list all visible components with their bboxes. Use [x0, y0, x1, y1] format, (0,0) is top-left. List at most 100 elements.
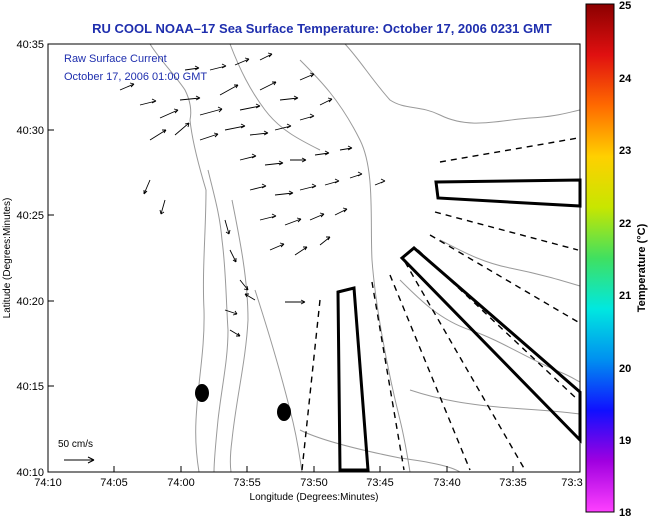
colorbar-tick: 23	[619, 145, 631, 157]
dashed-line	[439, 137, 579, 163]
vector-arrow	[224, 309, 238, 316]
x-tick-label: 73:3	[561, 477, 582, 489]
vector-arrow	[319, 97, 333, 106]
colorbar-tick: 22	[619, 218, 631, 230]
vector-arrow	[219, 84, 239, 96]
colorbar-tick: 19	[619, 435, 631, 447]
x-tick-label: 73:45	[366, 477, 394, 489]
figure-title: RU COOL NOAA–17 Sea Surface Temperature:…	[92, 21, 552, 36]
dashed-line	[389, 274, 471, 471]
bathymetry-contours	[149, 43, 581, 473]
station-marker-1	[195, 384, 209, 402]
vector-arrow	[299, 113, 315, 121]
dashed-line	[371, 281, 405, 471]
coastline-contour-12	[439, 239, 581, 287]
vector-arrow	[174, 122, 190, 136]
vector-arrow	[224, 219, 231, 235]
vector-arrow	[244, 293, 256, 301]
x-tick-label: 73:50	[300, 477, 328, 489]
colorbar-tick-labels: 25 24 23 22 21 20 19 18	[619, 0, 632, 518]
vector-arrow	[339, 145, 353, 151]
dashed-line	[404, 261, 526, 471]
vector-arrow	[284, 217, 302, 226]
vector-arrow	[259, 52, 273, 61]
x-tick-label: 74:00	[167, 477, 195, 489]
x-axis-title: Longitude (Degrees:Minutes)	[250, 492, 379, 503]
coastline-contour-2	[207, 169, 229, 473]
y-tick-label: 40:30	[16, 125, 44, 137]
coastline-contour-8	[409, 389, 581, 415]
coastline-contour-6	[344, 43, 581, 124]
vector-arrow	[234, 57, 250, 66]
vector-arrow	[349, 171, 363, 179]
vector-arrow	[209, 63, 227, 71]
x-tick-label: 74:05	[100, 477, 128, 489]
vector-arrow	[224, 123, 246, 131]
dashed-line	[429, 234, 579, 323]
coastline-contour-7	[399, 279, 581, 383]
vector-arrow	[274, 123, 292, 131]
vector-arrow	[334, 207, 348, 216]
colorbar-tick: 20	[619, 363, 631, 375]
y-tick-label: 40:10	[16, 467, 44, 479]
map-area	[48, 44, 580, 472]
vector-arrow	[159, 108, 179, 119]
coastline-contour-11	[149, 43, 192, 121]
colorbar-tick: 25	[619, 0, 631, 12]
vector-arrow	[249, 183, 267, 191]
coastline-contour-9	[299, 429, 461, 473]
coastline-contour-5	[299, 59, 411, 473]
vector-arrow	[324, 178, 340, 186]
surface-current-vectors	[119, 52, 386, 337]
vector-arrow	[309, 212, 325, 221]
colorbar-title: Temperature (°C)	[636, 223, 648, 312]
dashed-line	[434, 211, 579, 251]
vector-arrow	[290, 157, 307, 163]
vector-arrow	[229, 249, 237, 263]
vector-arrow	[259, 81, 277, 91]
vector-arrow	[229, 329, 241, 337]
y-tick-label: 40:25	[16, 210, 44, 222]
x-tick-label: 73:40	[433, 477, 461, 489]
overlay-line2: October 17, 2006 01:00 GMT	[64, 71, 207, 83]
vector-arrow	[239, 103, 261, 111]
x-tick-label: 73:55	[233, 477, 261, 489]
station-marker-2	[277, 403, 291, 421]
colorbar-tick: 21	[619, 290, 631, 302]
axis-tick-marks	[47, 43, 514, 473]
vector-arrow	[184, 65, 200, 71]
vector-arrow	[119, 82, 135, 91]
vector-arrow	[274, 190, 294, 196]
vector-arrow	[249, 130, 269, 136]
vector-arrow	[374, 178, 386, 186]
vector-arrow	[259, 213, 277, 221]
x-tick-label: 73:35	[499, 477, 527, 489]
coastline-contour-3	[229, 199, 249, 473]
x-tick-labels: 74:10 74:05 74:00 73:55 73:50 73:45 73:4…	[34, 477, 582, 489]
vector-arrow	[279, 95, 299, 101]
vector-arrow	[314, 150, 330, 156]
vector-arrow	[179, 95, 201, 101]
vector-arrow	[285, 299, 306, 305]
vector-arrow	[143, 179, 151, 195]
vector-arrow	[264, 160, 284, 166]
vector-arrow	[239, 153, 257, 161]
y-tick-labels: 40:35 40:30 40:25 40:20 40:15 40:10	[16, 39, 44, 479]
coastline-contour-4	[254, 289, 303, 473]
y-tick-label: 40:35	[16, 39, 44, 51]
colorbar	[585, 3, 615, 513]
y-tick-label: 40:20	[16, 296, 44, 308]
vector-arrow	[159, 199, 166, 215]
vector-arrow	[299, 183, 317, 191]
scale-arrow	[64, 456, 95, 464]
colorbar-tick: 24	[619, 73, 632, 85]
vector-arrow	[199, 132, 219, 141]
vector-arrow	[139, 98, 157, 106]
vector-arrow	[319, 236, 331, 246]
vector-arrow	[299, 72, 315, 81]
vector-arrow	[239, 279, 249, 291]
overlay-line1: Raw Surface Current	[64, 53, 167, 65]
scale-label: 50 cm/s	[58, 439, 93, 450]
vector-arrow	[199, 106, 223, 116]
